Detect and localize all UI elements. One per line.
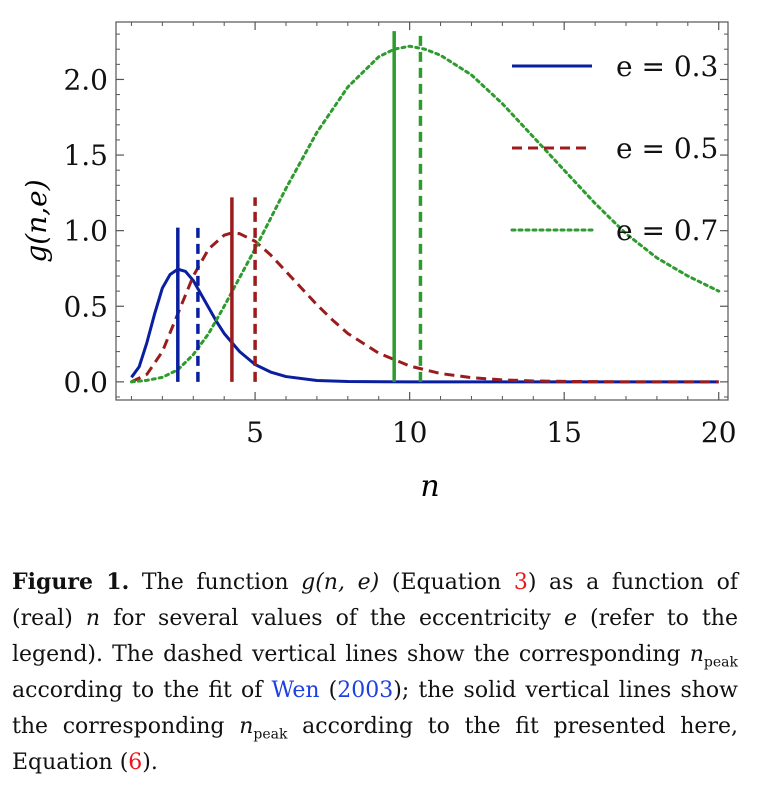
caption-math: n <box>239 714 254 739</box>
caption-text: ); the solid vertical lines show the cor… <box>12 678 739 739</box>
caption-text: for several values of the eccentricity <box>100 606 564 631</box>
citation-year-link[interactable]: 2003 <box>337 678 394 703</box>
caption-subscript: peak <box>253 726 288 743</box>
caption-text: (Equation <box>379 570 514 595</box>
equation-ref-link[interactable]: 3 <box>513 570 528 595</box>
caption-label: Figure 1. <box>12 569 130 595</box>
x-axis-label: n <box>420 469 439 504</box>
y-tick-label: 1.5 <box>63 139 108 172</box>
series-line-2 <box>130 231 719 384</box>
caption-text: ). <box>142 750 158 775</box>
plot-frame <box>115 21 729 401</box>
caption-text: according to the fit presented here, Equ… <box>12 714 738 775</box>
caption-text: ) as a function of (real) <box>12 570 739 631</box>
figure-caption: Figure 1. The function g(n, e) (Equation… <box>12 564 738 781</box>
y-tick-label: 2.0 <box>63 63 108 96</box>
x-tick-label: 5 <box>246 416 264 449</box>
x-tick-label: 10 <box>392 416 428 449</box>
y-axis-label: g(n,e) <box>20 179 53 262</box>
caption-math: g(n, e) <box>301 570 380 595</box>
x-tick-label: 15 <box>546 416 582 449</box>
peak-lines <box>176 31 423 382</box>
legend: e = 0.3 e = 0.5 e = 0.7 <box>510 50 718 247</box>
legend-label: e = 0.5 <box>616 132 718 165</box>
citation-link[interactable]: Wen <box>271 678 320 703</box>
legend-label: e = 0.7 <box>616 214 718 247</box>
caption-subscript: peak <box>703 654 738 671</box>
x-tick-label: 20 <box>701 416 737 449</box>
y-tick-label: 0.5 <box>63 290 108 323</box>
axis-ticks: 5 10 15 20 0.0 0.5 1.0 1.5 2.0 <box>63 22 737 449</box>
legend-label: e = 0.3 <box>616 50 718 83</box>
caption-math: e <box>563 606 577 631</box>
caption-text: ( <box>319 678 338 703</box>
caption-text: (refer to the legend). The dashed vertic… <box>12 606 738 667</box>
equation-ref-link[interactable]: 6 <box>128 750 143 775</box>
series-line-1 <box>130 267 719 384</box>
figure-chart: 5 10 15 200.00.51.01.52.0 e = 0.3e = 0.5e =… <box>20 21 737 504</box>
caption-math: n <box>85 606 101 631</box>
minor-ticks <box>116 22 728 400</box>
y-tick-label: 0.0 <box>63 366 108 399</box>
y-tick-label: 1.0 <box>63 215 108 248</box>
caption-text: The function <box>129 570 302 595</box>
caption-math: n <box>689 642 704 667</box>
caption-text: according to the fit of <box>12 678 272 703</box>
